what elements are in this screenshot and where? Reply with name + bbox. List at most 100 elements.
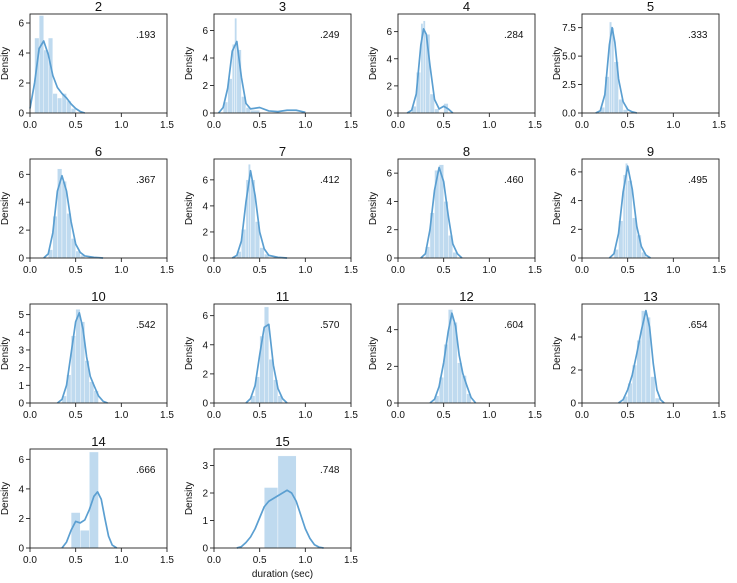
panel-13: 0.0 0.5 1.0 1.5 0 2 4 13 .654 Density [552,289,726,421]
panel-11-y-tick-label: 0 [202,399,208,410]
panel-2-y-tick-label: 2 [18,79,24,90]
panel-7-axes-frame [213,158,352,259]
panel-8: 0.0 0.5 1.0 1.5 0 2 4 6 8 .460 Density [368,144,542,276]
panel-10-y-tick-label: 5 [18,310,24,321]
panel-15-axes-frame [213,448,352,549]
panel-2-axes-frame [29,13,168,114]
panel-13-y-tick-label: 0 [570,399,576,410]
panel-10-y-tick-label: 2 [18,363,24,374]
panel-13-axes-frame [581,303,720,404]
panel-2-x-tick-label: 1.5 [160,120,174,131]
panel-15-y-tick-label: 3 [202,461,208,472]
panel-11-annotation: .570 [320,320,340,331]
panel-7-annotation: .412 [320,175,340,186]
panel-9: 0.0 0.5 1.0 1.5 0 2 4 6 9 .495 Density [552,144,726,276]
panel-13-y-axis-label: Density [552,337,563,370]
panel-15-y-tick-label: 0 [202,544,208,555]
panel-4-y-tick-label: 4 [386,54,392,65]
panel-6-x-tick-label: 0.0 [23,265,37,276]
panel-2-y-tick-label: 4 [18,49,24,60]
panel-12-title: 12 [459,289,473,304]
panel-3-y-axis-label: Density [184,47,195,80]
panel-4-annotation: .284 [504,30,524,41]
panel-12-x-tick-label: 0.0 [391,410,405,421]
panel-8-x-tick-label: 0.0 [391,265,405,276]
panel-6-x-tick-label: 1.5 [160,265,174,276]
panel-5-hist-bar [611,27,615,114]
panel-6-y-tick-label: 4 [18,198,24,209]
panel-14-hist-bar [70,512,81,549]
panel-14: 0.0 0.5 1.0 1.5 0 2 4 6 14 .666 Density [0,434,174,566]
panel-13-hist-bar [654,397,660,404]
panel-3-annotation: .249 [320,30,340,41]
panel-10-annotation: .542 [136,320,156,331]
panel-3-kde-line [217,40,306,114]
panel-2-hist-bar [70,108,76,114]
panel-6-axes-frame [29,158,168,259]
panel-5-axes-frame [581,13,720,114]
panel-14-hist-bar [89,451,99,549]
panel-7-x-tick-label: 0.0 [207,265,221,276]
panel-15-y-tick-label: 1 [202,516,208,527]
panel-2-y-tick-label: 6 [18,19,24,30]
panel-5-hist-bar [622,109,628,114]
panel-9-y-axis-label: Density [552,192,563,225]
panel-14-x-tick-label: 0.5 [69,555,83,566]
panel-6-kde-line [43,174,104,259]
panel-8-y-tick-label: 2 [386,225,392,236]
panel-6-title: 6 [95,144,102,159]
panel-11-hist-bar [264,306,270,404]
panel-10: 0.0 0.5 1.0 1.5 0 1 2 3 4 5 10 .542 Density [0,289,174,421]
panel-9-x-tick-label: 0.5 [621,265,635,276]
panel-5-y-tick-label: 5.0 [562,52,576,63]
panel-14-y-tick-label: 2 [18,514,24,525]
panel-6-hist-bar [61,181,67,259]
panel-15-y-tick-label: 2 [202,489,208,500]
panel-11-axes-frame [213,303,352,404]
panel-10-x-tick-label: 1.0 [114,410,128,421]
panel-3-axes-frame [213,13,352,114]
panel-7-y-tick-label: 2 [202,227,208,238]
panel-12-y-tick-label: 0 [386,399,392,410]
panel-9-y-tick-label: 4 [570,196,576,207]
panel-2-hist-bar [43,49,49,114]
panel-11-x-tick-label: 1.0 [298,410,312,421]
panel-2-annotation: .193 [136,30,156,41]
panel-14-axes-frame [29,448,168,549]
panel-9-y-tick-label: 6 [570,167,576,178]
panel-7-title: 7 [279,144,286,159]
panel-15-hist-bar [277,455,297,549]
panel-15-kde-line [236,489,324,549]
panel-11-kde-line [245,323,288,404]
panel-3-y-tick-label: 6 [202,26,208,37]
panel-14-y-tick-label: 0 [18,544,24,555]
panel-4-x-tick-label: 0.0 [391,120,405,131]
panel-5-x-tick-label: 1.5 [712,120,726,131]
panel-11-y-axis-label: Density [184,337,195,370]
panel-9-title: 9 [647,144,654,159]
panel-14-x-tick-label: 1.0 [114,555,128,566]
panel-10-kde-line [56,311,108,404]
panel-7-x-tick-label: 1.5 [344,265,358,276]
panel-11-x-tick-label: 0.5 [253,410,267,421]
panel-5-y-tick-label: 2.5 [562,80,576,91]
panel-9-hist-bar [627,180,633,259]
panel-11-y-tick-label: 6 [202,311,208,322]
panel-13-x-tick-label: 1.5 [712,410,726,421]
panel-8-kde-line [420,166,463,259]
panel-2-y-axis-label: Density [0,47,11,80]
panel-4-axes-frame [397,13,536,114]
panel-14-y-axis-label: Density [0,482,11,515]
panel-8-annotation: .460 [504,175,524,186]
panel-11-x-tick-label: 0.0 [207,410,221,421]
panel-8-y-axis-label: Density [368,192,379,225]
panel-8-y-tick-label: 0 [386,254,392,265]
panel-9-x-tick-label: 0.0 [575,265,589,276]
panel-10-axes-frame [29,303,168,404]
panel-9-kde-line [608,165,651,259]
panel-2-x-tick-label: 1.0 [114,120,128,131]
panel-10-title: 10 [91,289,105,304]
panel-2: 0.0 0.5 1.0 1.5 0 2 4 6 2 .193 Density [0,0,174,131]
panel-11: 0.0 0.5 1.0 1.5 0 2 4 6 11 .570 Density [184,289,358,421]
panel-12-y-axis-label: Density [368,337,379,370]
